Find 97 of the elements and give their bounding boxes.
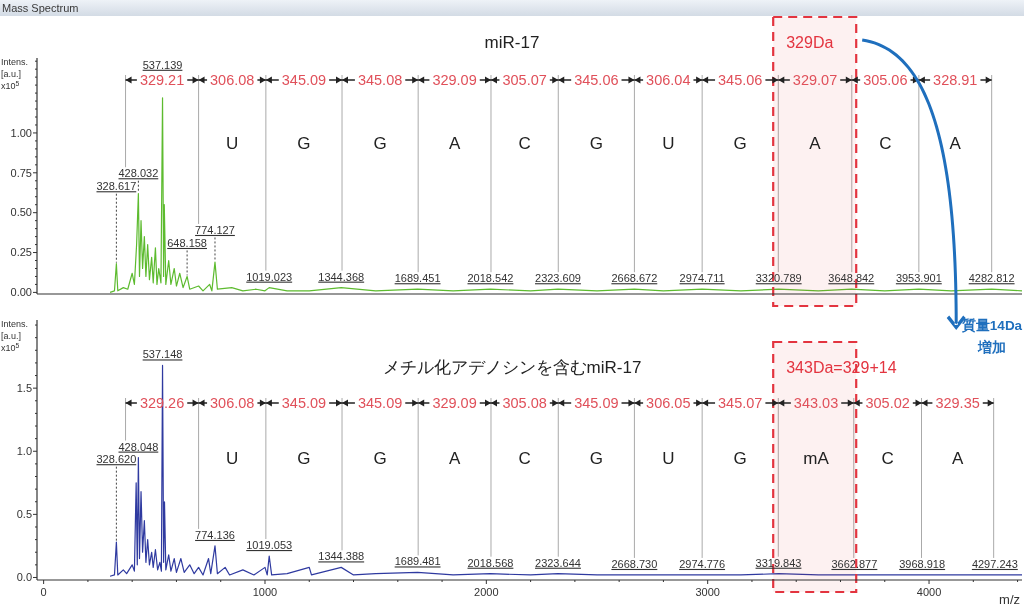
x-tick-label: 1000: [252, 586, 278, 598]
x-axis-title: m/z: [999, 592, 1020, 607]
y-tick-label: 1.00: [10, 126, 32, 139]
annotation: 4297.243: [971, 557, 1018, 570]
annotation: 345.08: [357, 72, 403, 89]
annotation: G: [589, 449, 603, 469]
y-axis-title: Intens. [a.u.] x10$^{5}$: [1, 57, 29, 91]
annotation: 306.05: [646, 395, 691, 412]
annotation: 2668.730: [611, 557, 658, 570]
annotation: 345.09: [574, 395, 619, 412]
annotation: mA: [803, 449, 830, 469]
annotation: G: [733, 134, 747, 154]
annotation: 306.04: [646, 72, 691, 89]
annotation: 774.136: [195, 528, 235, 541]
y-tick-label: 0.50: [10, 206, 32, 219]
annotation: G: [373, 134, 387, 154]
annotation: A: [448, 449, 461, 469]
annotation: 648.158: [167, 236, 207, 249]
annotation: G: [373, 449, 387, 469]
annotation: 2974.711: [679, 272, 725, 285]
annotation: C: [879, 134, 892, 154]
annotation: 328.620: [96, 453, 137, 466]
annotation: 343.03: [793, 395, 839, 412]
annotation: 2974.776: [679, 557, 726, 570]
annotation: U: [662, 134, 675, 154]
annotation: G: [297, 134, 311, 154]
annotation: 質量14Da増加: [960, 317, 1023, 355]
y-tick-label: 1.0: [16, 445, 32, 458]
x-tick-label: 4000: [916, 586, 942, 598]
annotation: C: [518, 134, 531, 154]
annotation: A: [951, 449, 964, 469]
annotation: 1344.388: [318, 550, 365, 563]
annotation: 329.09: [432, 72, 477, 89]
annotation: 329.07: [792, 72, 838, 89]
y-axis-title: Intens. [a.u.] x10$^{5}$: [1, 319, 29, 353]
annotation: U: [226, 134, 239, 154]
annotation: 329.35: [935, 395, 980, 412]
annotation: C: [518, 449, 531, 469]
annotation: 2323.644: [535, 556, 581, 569]
annotation: 345.06: [718, 72, 763, 89]
annotation: 345.09: [357, 395, 403, 412]
x-tick-label: 3000: [695, 586, 720, 598]
annotation: 329.09: [432, 395, 477, 412]
annotation: G: [733, 449, 747, 469]
x-tick-label: 0: [40, 586, 47, 598]
annotation: A: [809, 134, 822, 154]
annotation: 345.06: [574, 72, 619, 89]
annotation: 305.07: [502, 72, 547, 89]
annotation: C: [881, 449, 894, 469]
annotation: 3968.918: [899, 557, 946, 570]
chart-title: miR-17: [484, 33, 540, 52]
annotation: G: [297, 449, 311, 469]
annotation: 329.21: [139, 72, 185, 89]
annotation: 305.08: [502, 395, 547, 412]
annotation: 345.07: [718, 395, 763, 412]
annotation: 3320.789: [755, 272, 802, 285]
annotation: A: [448, 134, 461, 154]
annotation: G: [589, 134, 603, 154]
annotation: A: [949, 134, 962, 154]
annotation: 537.139: [142, 58, 183, 71]
annotation: 3319.843: [755, 556, 802, 569]
annotation: 345.09: [281, 72, 327, 89]
annotation: 428.048: [118, 440, 159, 453]
annotation: 345.09: [281, 395, 327, 412]
x-tick-label: 2000: [474, 586, 499, 598]
band-label: 329Da: [786, 34, 834, 51]
annotation: 328.617: [96, 180, 137, 193]
annotation: 2668.672: [611, 272, 658, 285]
annotation: 1689.481: [394, 555, 441, 568]
annotation: 305.06: [863, 72, 908, 89]
y-tick-label: 1.5: [16, 381, 32, 394]
annotation: 306.08: [210, 72, 255, 89]
y-tick-label: 0.75: [10, 166, 32, 179]
annotation: 328.91: [933, 72, 978, 89]
annotation: 537.148: [142, 348, 183, 361]
text: Mass Spectrum: [2, 2, 79, 14]
y-tick-label: 0.5: [16, 508, 32, 521]
annotation: 4282.812: [968, 272, 1015, 285]
annotation: 3648.842: [828, 272, 875, 285]
annotation: 306.08: [210, 395, 255, 412]
y-tick-label: 0.25: [10, 246, 32, 259]
annotation: U: [226, 449, 239, 469]
annotation: 2323.609: [535, 272, 581, 285]
annotation: 1019.053: [246, 539, 293, 552]
annotation: 1689.451: [394, 272, 441, 285]
annotation: 428.032: [118, 167, 159, 180]
annotation: 3953.901: [895, 272, 942, 285]
annotation: U: [662, 449, 675, 469]
annotation: 2018.568: [467, 556, 514, 569]
y-tick-label: 0.00: [10, 286, 32, 299]
annotation: 2018.542: [467, 272, 514, 285]
text: メチル化アデノシンを含むmiR-17: [382, 358, 642, 377]
annotation: 305.02: [865, 395, 910, 412]
annotation: 1019.023: [246, 270, 293, 283]
y-tick-label: 0.0: [16, 571, 32, 584]
annotation: 774.127: [195, 223, 235, 236]
annotation: 1344.368: [318, 270, 365, 283]
